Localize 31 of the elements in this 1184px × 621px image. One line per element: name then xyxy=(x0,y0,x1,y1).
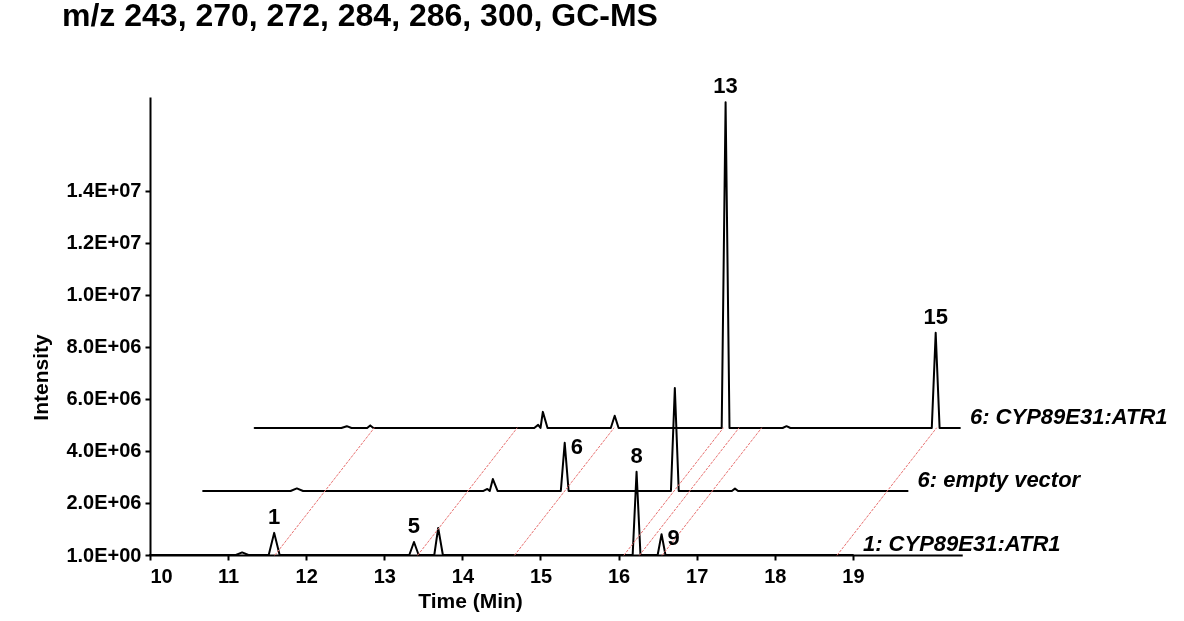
x-tick-label: 14 xyxy=(451,564,475,587)
y-tick-label: 2.0E+06 xyxy=(66,491,142,514)
y-axis-title: Intensity xyxy=(29,334,53,421)
series-label: 6: CYP89E31:ATR1 xyxy=(969,404,1168,430)
y-tick-label: 4.0E+06 xyxy=(66,439,142,462)
x-axis-title: Time (Min) xyxy=(418,588,523,612)
chart-title: m/z 243, 270, 272, 284, 286, 300, GC-MS xyxy=(62,0,658,34)
annotation: 9 xyxy=(667,525,680,551)
series-label: 6: empty vector xyxy=(917,466,1082,492)
x-tick-label: 11 xyxy=(218,564,240,587)
annotation: 1 xyxy=(268,503,281,529)
y-tick-label: 8.0E+06 xyxy=(66,335,142,358)
annotation: 5 xyxy=(407,512,421,538)
annotation: 15 xyxy=(923,303,948,329)
annotation: 13 xyxy=(713,73,738,99)
x-tick-label: 10 xyxy=(150,564,173,587)
annotation: 8 xyxy=(630,442,643,468)
x-tick-label: 16 xyxy=(607,564,631,587)
x-tick-label: 18 xyxy=(764,564,787,587)
y-tick-label: 6.0E+06 xyxy=(66,387,142,410)
annotation: 6 xyxy=(570,433,583,459)
x-tick-label: 12 xyxy=(295,564,318,587)
y-tick-label: 1.4E+07 xyxy=(66,179,142,202)
y-tick-label: 1.0E+07 xyxy=(66,283,142,306)
x-tick-label: 19 xyxy=(842,564,865,587)
y-tick-label: 1.2E+07 xyxy=(66,231,142,254)
x-tick-label: 13 xyxy=(373,564,396,587)
x-tick-label: 15 xyxy=(529,564,553,587)
x-tick-label: 17 xyxy=(686,564,709,587)
series-label: 1: CYP89E31:ATR1 xyxy=(862,531,1061,556)
y-tick-label: 1.0E+00 xyxy=(66,543,142,566)
